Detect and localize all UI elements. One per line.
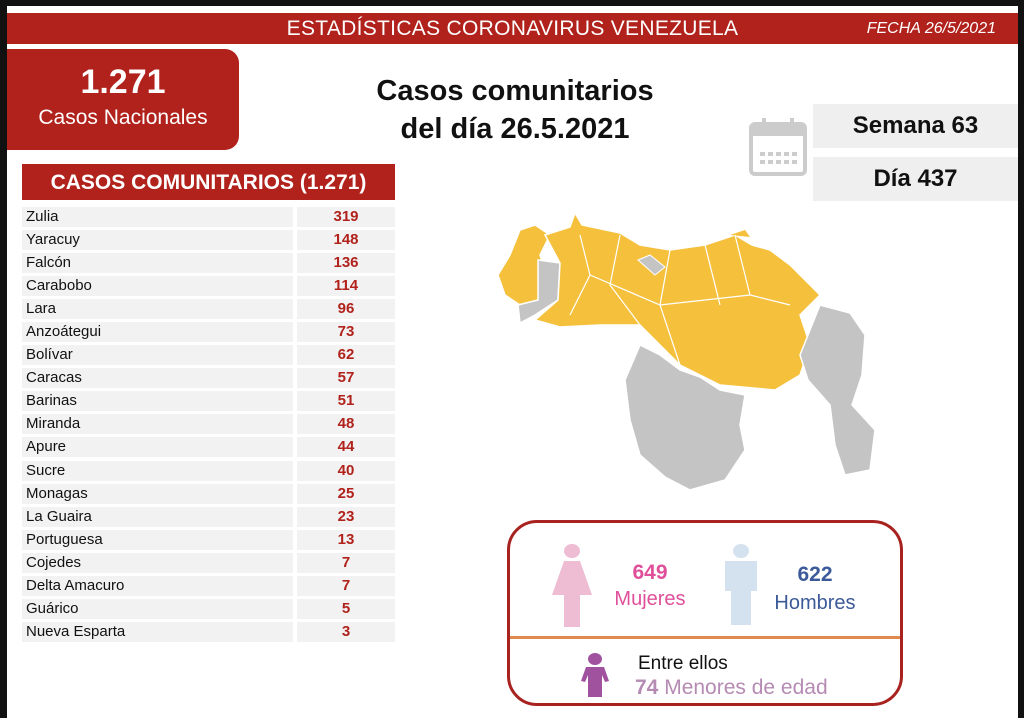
women-label: Mujeres — [614, 588, 686, 610]
state-name: Portuguesa — [22, 529, 293, 550]
table-header: CASOS COMUNITARIOS (1.271) — [22, 164, 395, 200]
table-row: Caracas 57 — [22, 367, 395, 390]
table-row: Barinas 51 — [22, 390, 395, 413]
table-row: Cojedes 7 — [22, 551, 395, 574]
state-name: Delta Amacuro — [22, 576, 293, 597]
state-name: Guárico — [22, 599, 293, 620]
table-row: Bolívar 62 — [22, 344, 395, 367]
state-cases: 48 — [297, 414, 395, 435]
table-row: Guárico 5 — [22, 598, 395, 621]
table-row: Anzoátegui 73 — [22, 320, 395, 343]
state-name: Cojedes — [22, 552, 293, 573]
table-row: Monagas 25 — [22, 482, 395, 505]
header-title: ESTADÍSTICAS CORONAVIRUS VENEZUELA — [286, 17, 739, 40]
state-cases: 40 — [297, 460, 395, 481]
table-row: Sucre 40 — [22, 459, 395, 482]
state-cases: 96 — [297, 298, 395, 319]
table-row: Apure 44 — [22, 436, 395, 459]
minors-line: 74 Menores de edad — [635, 676, 828, 700]
state-cases: 5 — [297, 599, 395, 620]
calendar-icon — [749, 118, 807, 176]
state-cases: 51 — [297, 391, 395, 412]
header-banner: ESTADÍSTICAS CORONAVIRUS VENEZUELA FECHA… — [7, 13, 1018, 44]
men-count: 622 — [797, 563, 833, 586]
main-title: Casos comunitarios del día 26.5.2021 — [340, 72, 690, 148]
cases-table: Zulia 319 Yaracuy 148 Falcón 136 Carabobo 114 La… — [22, 205, 395, 644]
state-name: Zulia — [22, 206, 293, 227]
state-name: Lara — [22, 298, 293, 319]
table-row: Nueva Esparta 3 — [22, 621, 395, 644]
state-cases: 3 — [297, 622, 395, 643]
state-cases: 62 — [297, 345, 395, 366]
women-count: 649 — [632, 561, 668, 584]
state-name: Bolívar — [22, 345, 293, 366]
table-row: La Guaira 23 — [22, 505, 395, 528]
state-name: Anzoátegui — [22, 322, 293, 343]
man-icon — [725, 544, 757, 625]
state-cases: 114 — [297, 275, 395, 296]
table-row: Carabobo 114 — [22, 274, 395, 297]
state-name: Caracas — [22, 368, 293, 389]
state-name: Monagas — [22, 483, 293, 504]
child-icon — [581, 653, 609, 697]
minors-intro: Entre ellos — [638, 653, 728, 674]
state-name: La Guaira — [22, 506, 293, 527]
main-title-line2: del día 26.5.2021 — [400, 113, 630, 145]
national-count: 1.271 — [80, 63, 166, 101]
woman-icon — [552, 544, 592, 627]
header-date: FECHA 26/5/2021 — [866, 20, 996, 37]
state-name: Carabobo — [22, 275, 293, 296]
gender-breakdown-box: 649 Mujeres 622 Hombres Entre ellos 74 M… — [507, 520, 903, 706]
venezuela-map — [497, 211, 876, 491]
national-cases-box: 1.271 Casos Nacionales — [7, 49, 239, 150]
state-cases: 25 — [297, 483, 395, 504]
minors-label: Menores de edad — [664, 676, 828, 699]
state-cases: 57 — [297, 368, 395, 389]
week-box: Semana 63 — [813, 104, 1018, 148]
table-row: Miranda 48 — [22, 413, 395, 436]
state-cases: 7 — [297, 576, 395, 597]
state-name: Nueva Esparta — [22, 622, 293, 643]
state-name: Yaracuy — [22, 229, 293, 250]
men-label: Hombres — [774, 592, 856, 614]
state-cases: 73 — [297, 322, 395, 343]
state-cases: 13 — [297, 529, 395, 550]
table-row: Lara 96 — [22, 297, 395, 320]
state-name: Apure — [22, 437, 293, 458]
table-row: Falcón 136 — [22, 251, 395, 274]
state-cases: 319 — [297, 206, 395, 227]
state-cases: 44 — [297, 437, 395, 458]
state-cases: 148 — [297, 229, 395, 250]
table-row: Yaracuy 148 — [22, 228, 395, 251]
state-cases: 136 — [297, 252, 395, 273]
table-row: Portuguesa 13 — [22, 528, 395, 551]
minors-count: 74 — [635, 676, 659, 699]
day-box: Día 437 — [813, 157, 1018, 201]
state-cases: 7 — [297, 552, 395, 573]
table-row: Zulia 319 — [22, 205, 395, 228]
state-name: Sucre — [22, 460, 293, 481]
main-title-line1: Casos comunitarios — [376, 75, 654, 107]
state-name: Miranda — [22, 414, 293, 435]
table-row: Delta Amacuro 7 — [22, 575, 395, 598]
state-cases: 23 — [297, 506, 395, 527]
state-name: Falcón — [22, 252, 293, 273]
state-name: Barinas — [22, 391, 293, 412]
national-label: Casos Nacionales — [38, 106, 208, 129]
divider — [510, 636, 900, 639]
